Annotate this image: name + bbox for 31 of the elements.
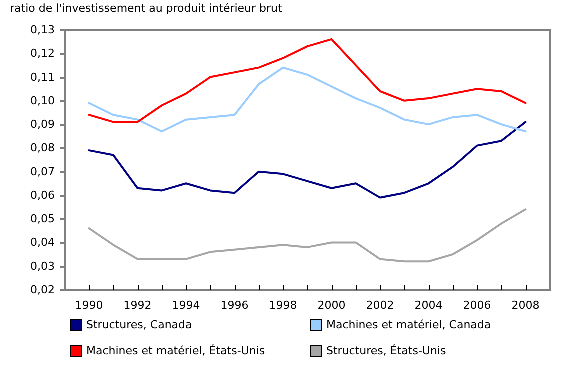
y-tick-label: 0,06 (30, 188, 55, 202)
y-tick-label: 0,05 (30, 212, 55, 226)
x-tick-label: 2000 (318, 299, 346, 312)
legend-label: Structures, États-Unis (326, 344, 446, 358)
y-tick-label: 0,02 (30, 284, 55, 296)
y-tick-label: 0,09 (30, 118, 55, 132)
legend-label: Structures, Canada (86, 318, 192, 332)
y-tick-label: 0,12 (30, 47, 55, 60)
x-tick-label: 1990 (75, 299, 104, 312)
y-tick-label: 0,04 (30, 236, 55, 250)
x-tick-label: 2008 (512, 299, 540, 312)
legend-label: Machines et matériel, États-Unis (86, 344, 266, 358)
y-tick-label: 0,07 (30, 165, 55, 178)
x-tick-label: 1994 (172, 299, 200, 312)
line-series (88, 208, 527, 263)
line-series (88, 38, 527, 124)
x-tick-label: 1996 (220, 299, 249, 312)
x-tick-label: 2004 (414, 299, 443, 312)
x-tick-label: 1998 (269, 299, 298, 312)
y-tick-label: 0,10 (30, 94, 55, 108)
x-tick-label: 2006 (463, 299, 492, 312)
y-axis-title: ratio de l'investissement au produit intérieur brut (10, 2, 284, 15)
y-tick-label: 0,13 (30, 24, 55, 36)
legend-label: Machines et matériel, Canada (326, 318, 492, 332)
line-series (88, 121, 527, 199)
y-tick-label: 0,03 (30, 260, 55, 273)
x-tick-label: 1992 (124, 299, 152, 312)
y-tick-label: 0,08 (30, 142, 55, 155)
x-tick-label: 2002 (366, 299, 394, 312)
y-tick-label: 0,11 (30, 70, 55, 84)
line-series (88, 66, 527, 133)
